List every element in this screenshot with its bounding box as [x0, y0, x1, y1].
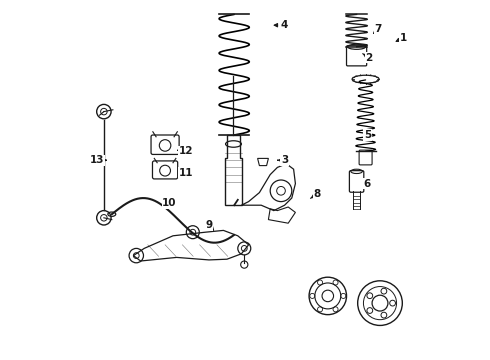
Text: 13: 13 [90, 155, 106, 165]
Text: 6: 6 [364, 179, 371, 189]
Text: 7: 7 [373, 24, 382, 34]
Text: 3: 3 [278, 155, 288, 165]
Text: 2: 2 [363, 53, 373, 63]
Text: 8: 8 [311, 189, 320, 199]
Text: 12: 12 [177, 146, 193, 156]
Text: 11: 11 [178, 168, 193, 178]
Text: 4: 4 [274, 20, 288, 30]
Text: 5: 5 [364, 130, 372, 140]
Text: 9: 9 [205, 220, 214, 230]
Text: 1: 1 [396, 33, 407, 43]
Text: 10: 10 [162, 198, 177, 208]
